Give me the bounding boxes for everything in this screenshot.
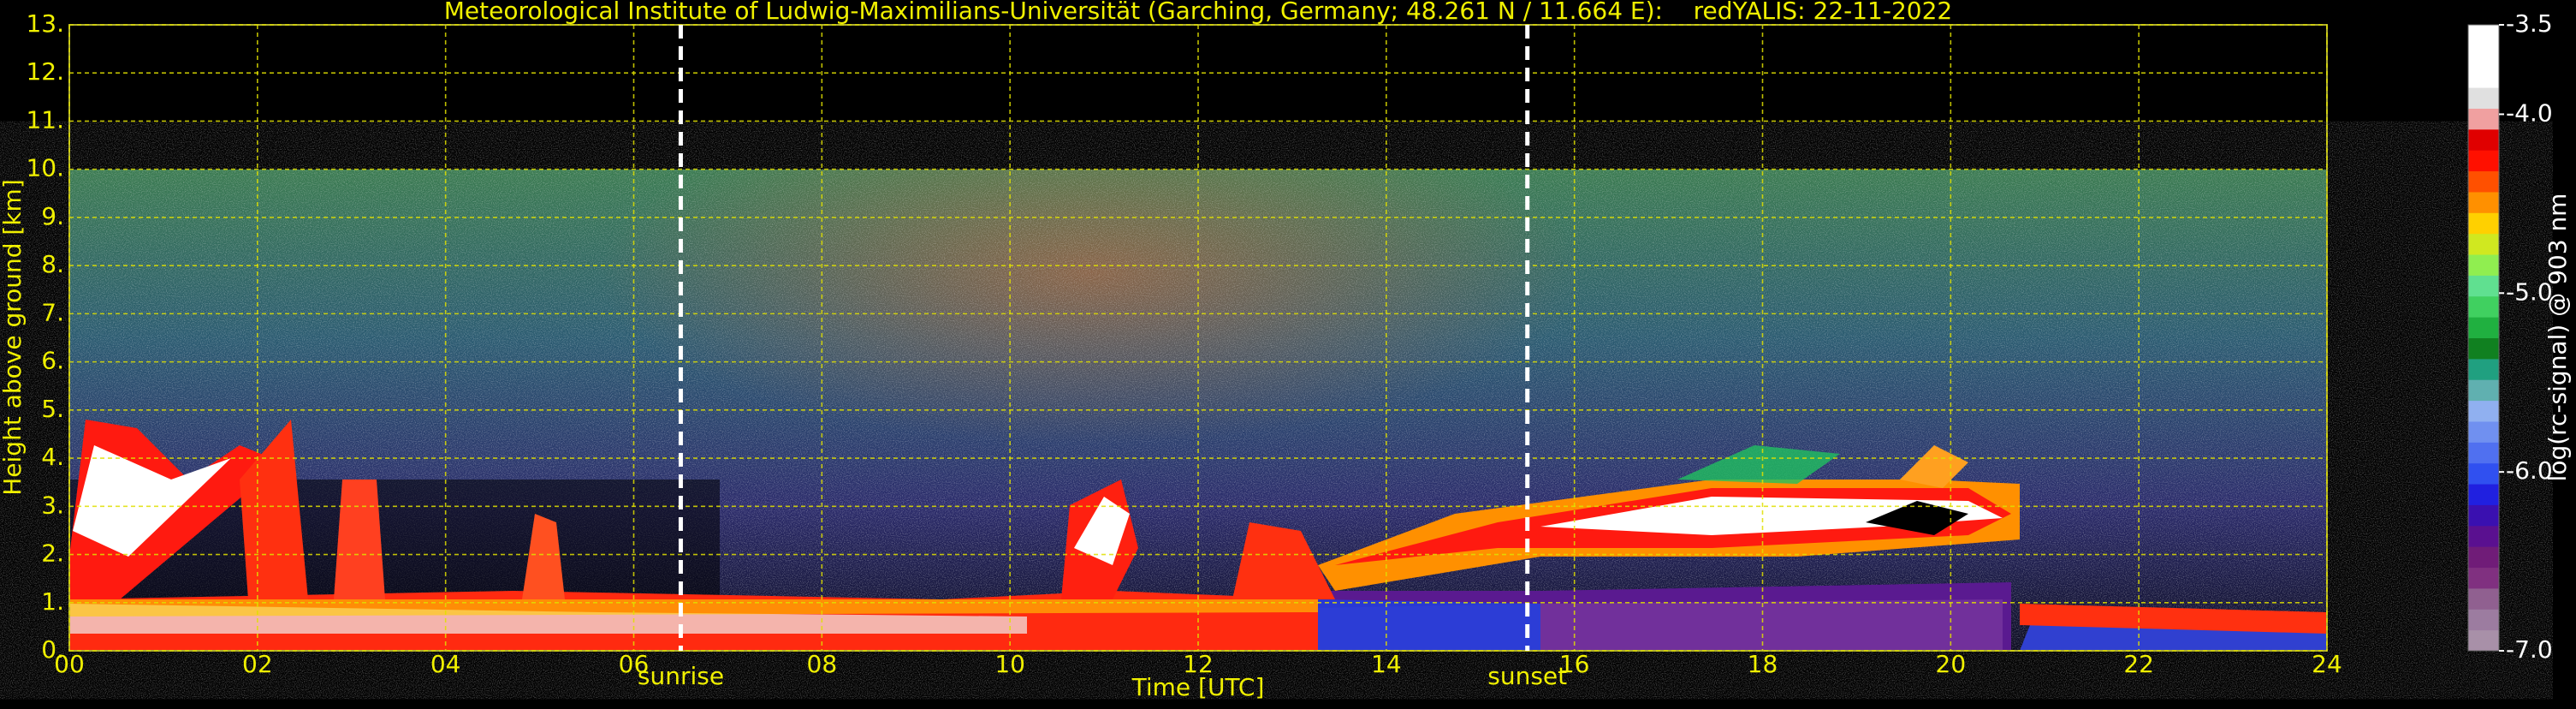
x-tick-label: 12 — [1183, 650, 1214, 678]
colorbar-tick-label: -5.0 — [2506, 277, 2553, 306]
colorbar-tick-label: -7.0 — [2506, 635, 2553, 664]
y-tick-label: 6. — [41, 347, 64, 375]
colorbar-swatch — [2468, 546, 2499, 569]
colorbar-label: log(rc-signal) @ 903 nm — [2543, 194, 2572, 482]
cloud — [1232, 522, 1335, 599]
cloud — [1074, 497, 1130, 565]
colorbar-swatch — [2468, 170, 2499, 193]
x-tick-label: 24 — [2312, 650, 2342, 678]
x-tick-label: 06 — [619, 650, 650, 678]
x-tick-label: 18 — [1748, 650, 1778, 678]
y-axis-label: Height above ground [km] — [0, 179, 27, 496]
event-label: sunrise — [638, 662, 724, 690]
colorbar-tick-label: -4.0 — [2506, 98, 2553, 127]
y-tick-label: 4. — [41, 443, 64, 471]
colorbar-swatch — [2468, 420, 2499, 443]
x-tick-label: 16 — [1559, 650, 1590, 678]
x-tick-label: 08 — [807, 650, 838, 678]
colorbar-swatch — [2468, 317, 2499, 338]
y-tick-label: 3. — [41, 491, 64, 519]
y-tick-label: 13. — [26, 9, 64, 38]
colorbar-tick-label: -6.0 — [2506, 456, 2553, 485]
colorbar-swatch — [2468, 25, 2499, 46]
colorbar-swatch — [2468, 45, 2499, 68]
x-tick-label: 02 — [242, 650, 273, 678]
y-tick-label: 1. — [41, 587, 64, 616]
x-tick-label: 20 — [1936, 650, 1967, 678]
y-tick-label: 7. — [41, 298, 64, 326]
colorbar-frame — [2467, 24, 2500, 652]
colorbar-swatch — [2468, 358, 2499, 380]
colorbar-swatch — [2468, 567, 2499, 589]
event-label: sunset — [1487, 662, 1567, 690]
colorbar-tick-label: -3.5 — [2506, 9, 2553, 38]
y-tick-label: 11. — [26, 105, 64, 134]
y-tick-label: 2. — [41, 539, 64, 568]
cloud — [522, 514, 565, 599]
colorbar-swatch — [2468, 484, 2499, 505]
colorbar-swatch — [2468, 275, 2499, 297]
x-tick-label: 00 — [54, 650, 85, 678]
colorbar-swatch — [2468, 525, 2499, 547]
y-tick-label: 0. — [41, 635, 64, 664]
cloud — [73, 445, 231, 557]
x-tick-label: 10 — [994, 650, 1025, 678]
x-tick-label: 22 — [2123, 650, 2154, 678]
colorbar-swatch — [2468, 400, 2499, 422]
colorbar-swatch — [2468, 295, 2499, 318]
y-tick-label: 12. — [26, 57, 64, 86]
colorbar-swatch — [2468, 254, 2499, 276]
aerosol-layer — [69, 599, 1318, 617]
colorbar-swatch — [2468, 212, 2499, 235]
colorbar-swatch — [2468, 337, 2499, 360]
colorbar-swatch — [2468, 609, 2499, 631]
colorbar-swatch — [2468, 587, 2499, 610]
colorbar-swatch — [2468, 108, 2499, 130]
y-tick-label: 5. — [41, 395, 64, 423]
x-tick-label: 04 — [430, 650, 461, 678]
colorbar-swatch — [2468, 150, 2499, 172]
colorbar-swatch — [2468, 379, 2499, 402]
y-tick-label: 10. — [26, 154, 64, 182]
x-axis-label: Time [UTC] — [1131, 673, 1265, 701]
colorbar-swatch — [2468, 629, 2499, 652]
colorbar-swatch — [2468, 442, 2499, 464]
colorbar-swatch — [2468, 462, 2499, 485]
cloud — [1900, 445, 1968, 488]
x-tick-label: 14 — [1371, 650, 1402, 678]
cloud — [1677, 445, 1840, 484]
colorbar-swatch — [2468, 504, 2499, 527]
cloud — [334, 480, 385, 599]
colorbar-swatch — [2468, 66, 2499, 88]
boundary-layer — [2020, 604, 2327, 634]
chart-title: Meteorological Institute of Ludwig-Maxim… — [444, 0, 1952, 25]
cloud — [1866, 501, 1968, 535]
colorbar-swatch — [2468, 233, 2499, 255]
boundary-layer — [1309, 599, 1540, 651]
y-tick-label: 8. — [41, 250, 64, 278]
y-tick-label: 9. — [41, 202, 64, 230]
colorbar-swatch — [2468, 87, 2499, 109]
colorbar-swatch — [2468, 128, 2499, 151]
colorbar-swatch — [2468, 191, 2499, 213]
